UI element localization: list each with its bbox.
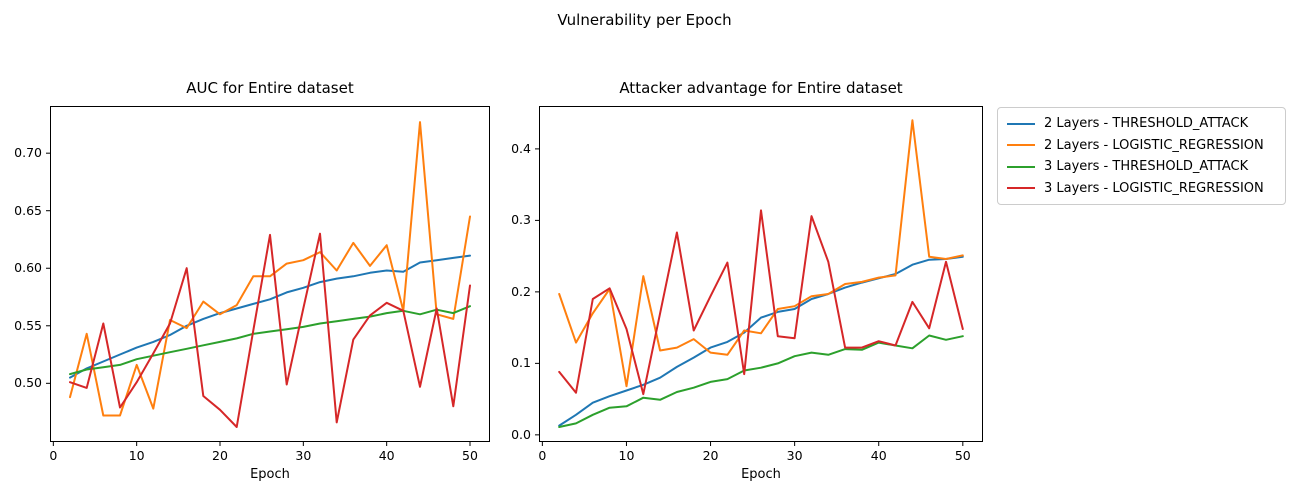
legend-line-swatch bbox=[1007, 165, 1035, 168]
series-line-3-layers-logistic-regression bbox=[69, 232, 471, 428]
chart-attacker-advantage: Attacker advantage for Entire dataset Ep… bbox=[511, 79, 983, 482]
y-tick-label: 0.70 bbox=[14, 145, 42, 161]
y-tick-label: 0.1 bbox=[511, 355, 531, 371]
chart-auc-xaxis-label: Epoch bbox=[250, 467, 290, 482]
chart-attacker-advantage-xaxis-label: Epoch bbox=[741, 467, 781, 482]
legend-label: 2 Layers - THRESHOLD_ATTACK bbox=[1044, 116, 1249, 132]
y-tick-label: 0.3 bbox=[511, 212, 531, 228]
legend-item: 2 Layers - THRESHOLD_ATTACK bbox=[998, 113, 1285, 135]
legend-label: 3 Layers - LOGISTIC_REGRESSION bbox=[1044, 180, 1264, 196]
legend-line-swatch bbox=[1007, 187, 1035, 190]
x-tick-label: 10 bbox=[618, 448, 635, 463]
chart-auc-plot-area bbox=[46, 106, 490, 446]
x-tick-label: 0 bbox=[49, 448, 58, 463]
legend-label: 3 Layers - THRESHOLD_ATTACK bbox=[1044, 159, 1249, 175]
axes-frame bbox=[539, 106, 983, 442]
y-tick-label: 0.65 bbox=[14, 202, 42, 218]
x-tick-label: 40 bbox=[870, 448, 887, 463]
axes-frame bbox=[50, 106, 490, 442]
series-line-2-layers-threshold-attack bbox=[558, 255, 964, 427]
x-tick-label: 40 bbox=[378, 448, 395, 463]
x-tick-label: 30 bbox=[295, 448, 312, 463]
x-tick-label: 50 bbox=[954, 448, 971, 463]
legend-line-swatch bbox=[1007, 122, 1035, 125]
series-line-2-layers-logistic-regression bbox=[558, 119, 964, 388]
chart-attacker-advantage-title: Attacker advantage for Entire dataset bbox=[619, 79, 903, 97]
series-line-2-layers-threshold-attack bbox=[69, 254, 471, 379]
y-tick-label: 0.0 bbox=[511, 426, 531, 442]
x-tick-label: 10 bbox=[128, 448, 145, 463]
legend-line-swatch bbox=[1007, 144, 1035, 147]
y-tick-label: 0.2 bbox=[511, 283, 531, 299]
chart-auc: AUC for Entire dataset Epoch 0 10 20 30 40 50… bbox=[14, 79, 490, 482]
y-tick-label: 0.50 bbox=[14, 375, 42, 391]
x-tick-label: 50 bbox=[462, 448, 478, 463]
x-tick-label: 20 bbox=[212, 448, 228, 463]
legend-item: 3 Layers - THRESHOLD_ATTACK bbox=[998, 156, 1285, 178]
x-tick-label: 30 bbox=[786, 448, 803, 463]
y-tick-label: 0.55 bbox=[14, 317, 42, 333]
y-tick-label: 0.60 bbox=[14, 260, 42, 276]
x-tick-label: 20 bbox=[702, 448, 719, 463]
chart-attacker-advantage-plot-area bbox=[535, 106, 983, 446]
legend-item: 2 Layers - LOGISTIC_REGRESSION bbox=[998, 135, 1285, 157]
legend-item: 3 Layers - LOGISTIC_REGRESSION bbox=[998, 178, 1285, 200]
chart-auc-title: AUC for Entire dataset bbox=[186, 79, 354, 97]
legend-label: 2 Layers - LOGISTIC_REGRESSION bbox=[1044, 137, 1264, 153]
x-tick-label: 0 bbox=[538, 448, 547, 463]
legend: 2 Layers - THRESHOLD_ATTACK 2 Layers - LO… bbox=[997, 107, 1286, 205]
series-line-3-layers-logistic-regression bbox=[558, 209, 964, 396]
y-tick-label: 0.4 bbox=[511, 140, 531, 156]
figure-title: Vulnerability per Epoch bbox=[557, 11, 732, 29]
